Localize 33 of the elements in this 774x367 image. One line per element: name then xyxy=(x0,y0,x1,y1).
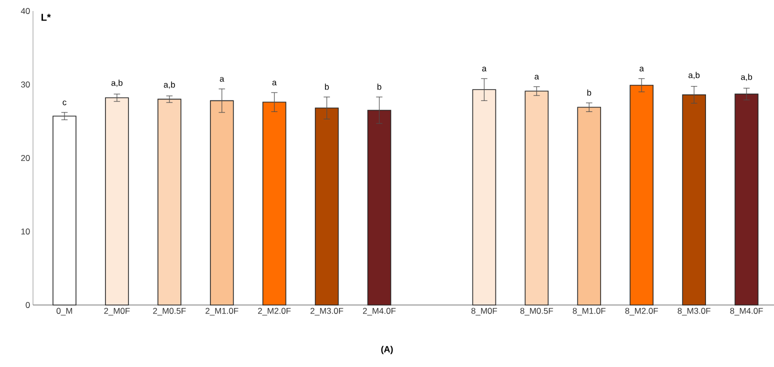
x-tick-label: 2_M2.0F xyxy=(258,308,291,316)
annotation: b xyxy=(325,84,329,90)
annotation: a xyxy=(640,66,644,72)
x-tick-label: 2_M0.5F xyxy=(153,308,186,316)
x-tick-label: 0_M xyxy=(56,308,72,316)
annotation: a,b xyxy=(111,80,122,87)
annotation: a,b xyxy=(164,81,175,89)
y-tick-label: 30 xyxy=(21,82,30,88)
y-tick-label: 10 xyxy=(21,228,30,234)
annotation: c xyxy=(62,100,66,106)
y-axis-title: L* xyxy=(42,14,51,21)
annotation: a xyxy=(272,80,277,86)
x-tick-label: 2_M4.0F xyxy=(362,308,396,316)
y-tick-label: 20 xyxy=(21,155,30,161)
annotation: b xyxy=(587,89,592,96)
x-tick-label: 8_M1.0F xyxy=(572,308,606,316)
annotation: a,b xyxy=(741,74,752,81)
annotation: b xyxy=(377,84,382,90)
x-tick-label: 8_M2.0F xyxy=(625,308,658,316)
annotation: a xyxy=(220,77,224,82)
annotation: a xyxy=(482,66,487,72)
annotation: a,b xyxy=(688,72,700,80)
y-tick-label: 0 xyxy=(26,302,30,308)
x-tick-label: 8_M4.0F xyxy=(730,308,763,316)
x-tick-label: 8_M0.5F xyxy=(520,308,554,316)
annotation: a xyxy=(534,74,540,80)
x-tick-label: 8_M3.0F xyxy=(678,308,710,316)
x-tick-label: 2_M1.0F xyxy=(206,308,238,316)
y-tick-label: 40 xyxy=(20,8,30,14)
x-tick-label: 2_M0F xyxy=(104,308,130,316)
x-tick-label: 2_M3.0F xyxy=(310,308,344,316)
x-tick-label: 8_M0F xyxy=(471,308,498,316)
text: (A) xyxy=(381,346,393,354)
